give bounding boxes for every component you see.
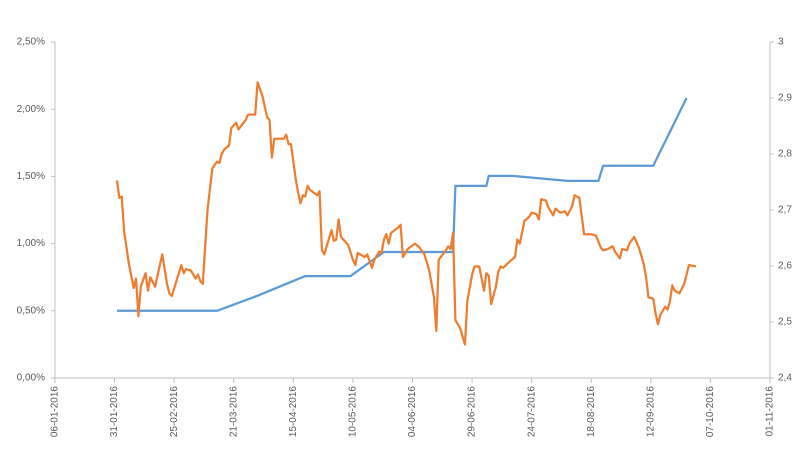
x-tick-label: 25-02-2016 [169, 386, 180, 438]
y-tick-label: 1,00% [17, 238, 45, 249]
x-tick-label: 12-09-2016 [645, 386, 656, 438]
y-tick-label: 2,50% [17, 37, 45, 48]
x-tick-label: 06-01-2016 [50, 386, 61, 438]
y2-tick-label: 3 [778, 37, 784, 48]
x-tick-label: 15-04-2016 [288, 386, 299, 438]
x-tick-label: 18-08-2016 [586, 386, 597, 438]
y2-tick-label: 2,9 [778, 93, 792, 104]
x-tick-label: 07-10-2016 [705, 386, 716, 438]
y2-tick-label: 2,4 [778, 373, 792, 384]
y2-tick-label: 2,6 [778, 261, 792, 272]
y-tick-label: 2,00% [17, 104, 45, 115]
y2-tick-label: 2,8 [778, 149, 792, 160]
y2-tick-label: 2,5 [778, 317, 792, 328]
y2-tick-label: 2,7 [778, 205, 792, 216]
series-line [115, 81, 697, 346]
y-tick-label: 1,50% [17, 171, 45, 182]
x-tick-label: 21-03-2016 [228, 386, 239, 438]
series-line [116, 97, 688, 312]
x-tick-label: 29-06-2016 [467, 386, 478, 438]
x-tick-label: 10-05-2016 [348, 386, 359, 438]
x-tick-label: 24-07-2016 [526, 386, 537, 438]
x-tick-label: 04-06-2016 [407, 386, 418, 438]
y-tick-label: 0,50% [17, 305, 45, 316]
x-tick-label: 31-01-2016 [109, 386, 120, 438]
y-tick-label: 0,00% [17, 373, 45, 384]
x-tick-label: 01-11-2016 [765, 386, 776, 437]
